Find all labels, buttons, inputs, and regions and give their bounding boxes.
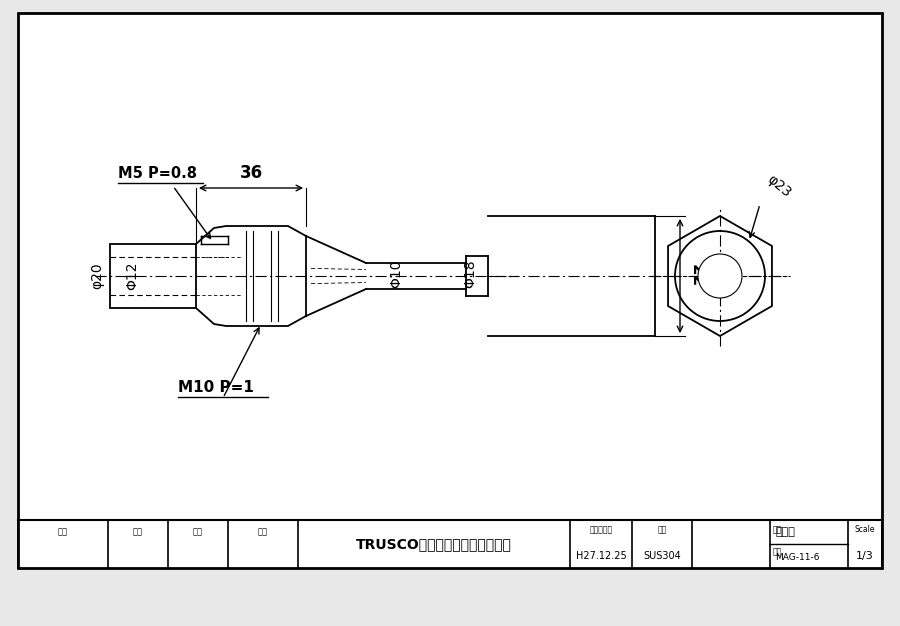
Text: 設計年月日: 設計年月日 [590, 525, 613, 534]
Circle shape [698, 254, 742, 298]
Text: 承認: 承認 [133, 527, 143, 536]
Text: 材質: 材質 [657, 525, 667, 534]
Text: φ23: φ23 [764, 172, 794, 200]
Text: SUS304: SUS304 [644, 551, 681, 561]
Text: H27.12.25: H27.12.25 [576, 551, 626, 561]
Text: 1/3: 1/3 [856, 551, 874, 561]
Circle shape [675, 231, 765, 321]
Text: φ20: φ20 [90, 263, 104, 289]
Polygon shape [668, 216, 772, 336]
Text: Φ18: Φ18 [463, 260, 477, 289]
Text: Φ12: Φ12 [125, 262, 139, 290]
Text: 品名: 品名 [773, 525, 782, 534]
Text: 検図: 検図 [193, 527, 203, 536]
Text: MAG-11-6: MAG-11-6 [775, 553, 820, 562]
Text: 設計: 設計 [258, 527, 268, 536]
Polygon shape [196, 226, 306, 326]
Text: 22: 22 [688, 264, 706, 287]
Text: M10 P=1: M10 P=1 [178, 381, 254, 396]
Text: ボディ: ボディ [775, 527, 795, 537]
Text: 36: 36 [239, 164, 263, 182]
Text: 品番: 品番 [773, 547, 782, 556]
Text: 備考: 備考 [58, 527, 68, 536]
Text: M5 P=0.8: M5 P=0.8 [118, 167, 197, 182]
Text: Φ10: Φ10 [389, 260, 403, 288]
Bar [110, 244, 196, 308]
Text: TRUSCO　トラスコ中山株式会社: TRUSCO トラスコ中山株式会社 [356, 537, 512, 551]
Bar [18, 13, 882, 568]
Text: Scale: Scale [855, 525, 875, 534]
